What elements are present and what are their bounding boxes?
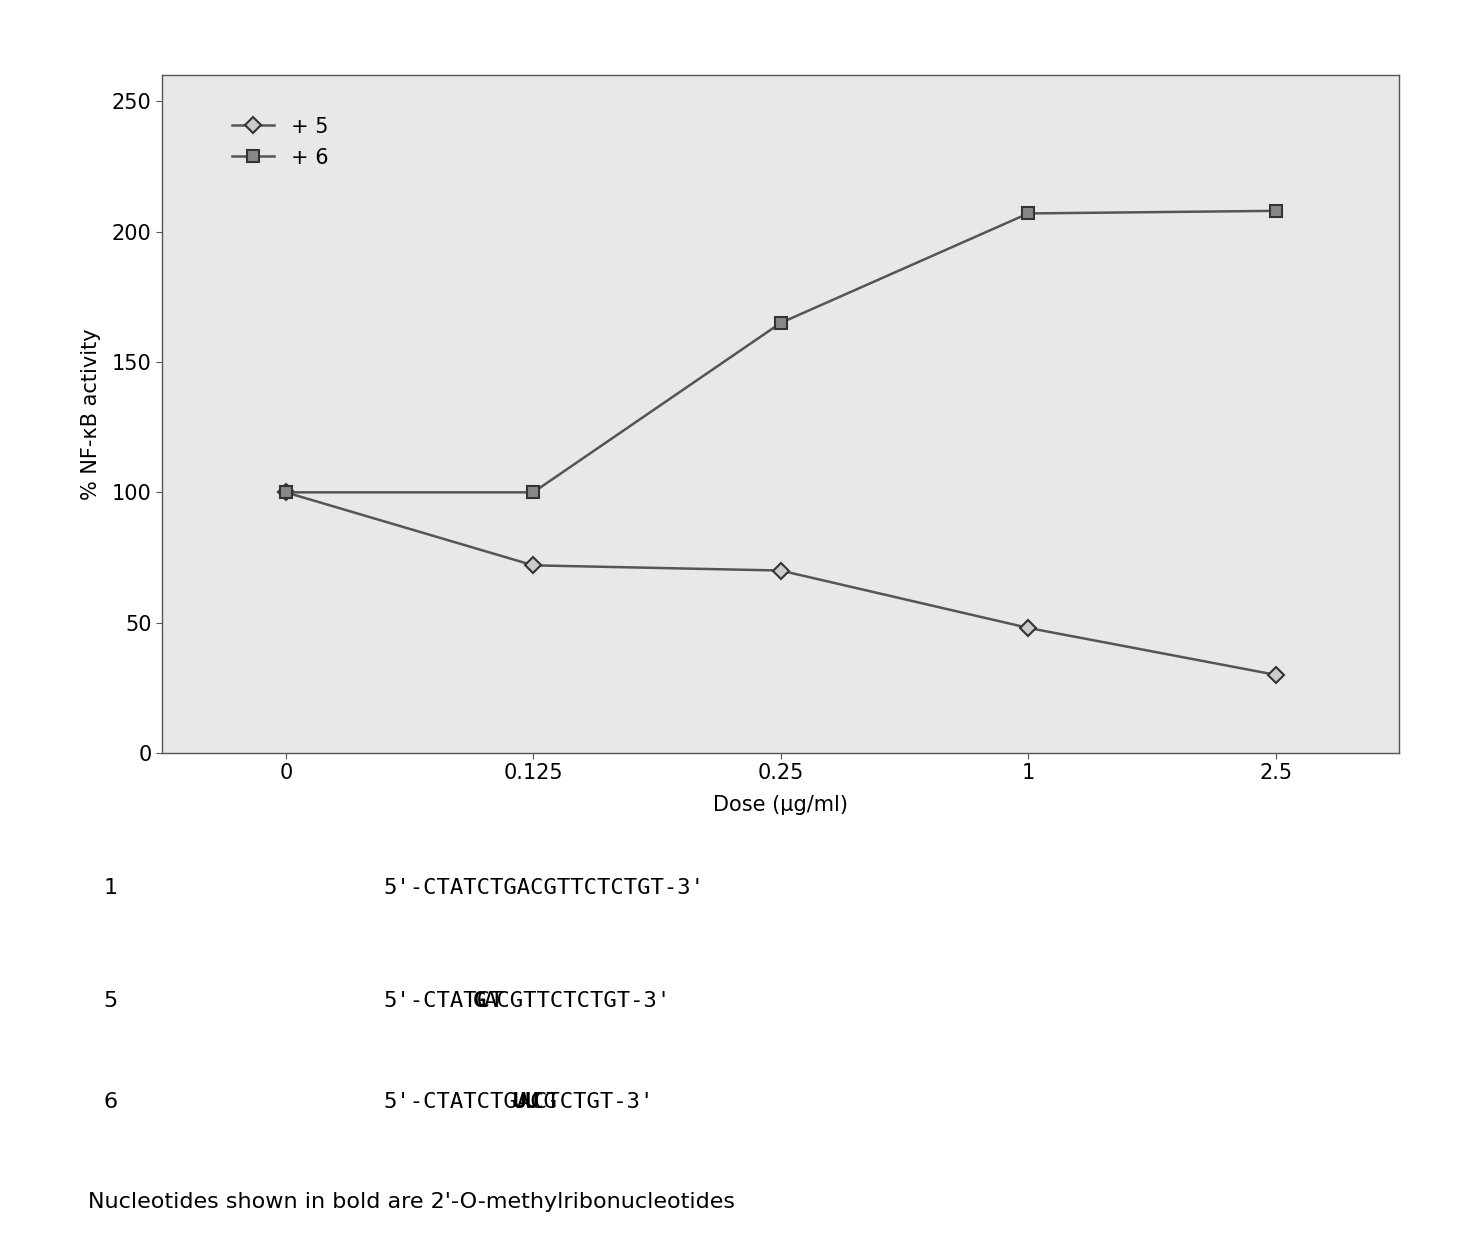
+ 6 xyxy=(772,315,790,330)
+ 5 xyxy=(277,484,295,499)
Text: Nucleotides shown in bold are 2'-O-methylribonucleotides: Nucleotides shown in bold are 2'-O-methy… xyxy=(88,1192,735,1212)
Y-axis label: % NF-κB activity: % NF-κB activity xyxy=(81,329,100,499)
+ 5 xyxy=(772,563,790,579)
Text: 5: 5 xyxy=(103,991,118,1012)
Text: 5'-CTATCT: 5'-CTATCT xyxy=(383,991,504,1012)
Text: ACGTTCTCTGT-3': ACGTTCTCTGT-3' xyxy=(483,991,670,1012)
+ 5 xyxy=(1267,668,1284,683)
Text: 5'-CTATCTGACG: 5'-CTATCTGACG xyxy=(383,1092,557,1112)
+ 6 xyxy=(1267,203,1284,218)
Line: + 5: + 5 xyxy=(280,487,1282,680)
Legend: + 5, + 6: + 5, + 6 xyxy=(222,107,339,178)
+ 5 xyxy=(1019,620,1037,635)
Text: 6: 6 xyxy=(103,1092,118,1112)
+ 6 xyxy=(277,484,295,499)
+ 6 xyxy=(1019,206,1037,221)
Text: 1: 1 xyxy=(103,878,118,899)
Text: UU: UU xyxy=(513,1092,541,1112)
X-axis label: Dose (µg/ml): Dose (µg/ml) xyxy=(713,794,848,814)
+ 5 xyxy=(524,557,542,572)
+ 6 xyxy=(524,484,542,499)
Text: G: G xyxy=(473,991,486,1012)
Line: + 6: + 6 xyxy=(280,205,1282,498)
Text: 5'-CTATCTGACGTTCTCTGT-3': 5'-CTATCTGACGTTCTCTGT-3' xyxy=(383,878,704,899)
Text: CTCTGT-3': CTCTGT-3' xyxy=(533,1092,654,1112)
